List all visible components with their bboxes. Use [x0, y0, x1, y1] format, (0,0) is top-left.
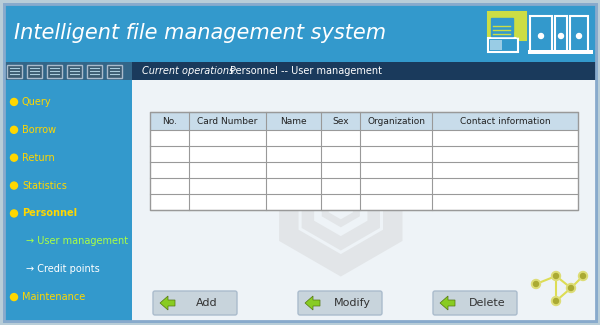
Text: Card Number: Card Number — [197, 116, 257, 125]
Bar — [570, 16, 588, 52]
Circle shape — [532, 280, 541, 289]
Bar — [488, 38, 518, 52]
Text: Contact information: Contact information — [460, 116, 551, 125]
Bar — [4, 4, 596, 62]
Bar — [27, 65, 42, 78]
Circle shape — [554, 298, 559, 304]
Bar — [150, 112, 578, 210]
Bar — [107, 65, 122, 78]
FancyBboxPatch shape — [298, 291, 382, 315]
Polygon shape — [160, 296, 175, 310]
Circle shape — [551, 296, 560, 306]
Bar — [132, 62, 596, 80]
FancyBboxPatch shape — [433, 291, 517, 315]
Text: Sex: Sex — [332, 116, 349, 125]
Text: Name: Name — [280, 116, 307, 125]
Bar — [150, 194, 578, 210]
Circle shape — [578, 271, 587, 280]
Circle shape — [569, 285, 574, 291]
Circle shape — [539, 33, 544, 38]
Circle shape — [551, 271, 560, 280]
Bar — [67, 65, 82, 78]
Text: → Credit points: → Credit points — [26, 264, 100, 274]
Circle shape — [11, 98, 17, 105]
Text: Return: Return — [22, 153, 55, 163]
Bar — [150, 112, 578, 130]
Bar — [150, 162, 578, 178]
Circle shape — [11, 210, 17, 217]
Bar — [150, 178, 578, 194]
Bar — [530, 16, 552, 52]
Text: Delete: Delete — [469, 298, 505, 308]
Bar — [491, 18, 513, 36]
Bar — [7, 65, 22, 78]
Circle shape — [533, 281, 539, 287]
Circle shape — [11, 293, 17, 301]
Text: Modify: Modify — [334, 298, 371, 308]
FancyBboxPatch shape — [4, 4, 596, 321]
Text: Current operations:: Current operations: — [142, 66, 241, 76]
Text: → User management: → User management — [26, 236, 128, 246]
Text: Personnel -- User management: Personnel -- User management — [230, 66, 382, 76]
Text: Add: Add — [196, 298, 218, 308]
Text: Statistics: Statistics — [22, 181, 67, 190]
Circle shape — [11, 182, 17, 189]
Bar — [555, 16, 567, 52]
Bar — [490, 40, 502, 50]
Bar — [488, 12, 526, 40]
Text: Personnel: Personnel — [22, 208, 77, 218]
Bar — [150, 130, 578, 146]
Circle shape — [554, 274, 559, 279]
Bar — [132, 80, 596, 321]
Bar — [47, 65, 62, 78]
Circle shape — [515, 31, 521, 37]
Polygon shape — [305, 296, 320, 310]
Text: Intelligent file management system: Intelligent file management system — [14, 23, 386, 43]
Text: Borrow: Borrow — [22, 125, 56, 135]
Circle shape — [11, 126, 17, 133]
Circle shape — [577, 33, 581, 38]
Circle shape — [581, 274, 586, 279]
Text: Query: Query — [22, 97, 52, 107]
Text: Organization: Organization — [367, 116, 425, 125]
Text: Maintenance: Maintenance — [22, 292, 85, 302]
Circle shape — [566, 283, 575, 292]
Polygon shape — [440, 296, 455, 310]
FancyBboxPatch shape — [153, 291, 237, 315]
Text: No.: No. — [162, 116, 177, 125]
Bar — [4, 62, 132, 80]
Circle shape — [559, 33, 563, 38]
Circle shape — [11, 154, 17, 161]
Bar — [87, 65, 102, 78]
Bar — [528, 50, 593, 54]
Bar — [150, 146, 578, 162]
Bar — [4, 62, 132, 321]
